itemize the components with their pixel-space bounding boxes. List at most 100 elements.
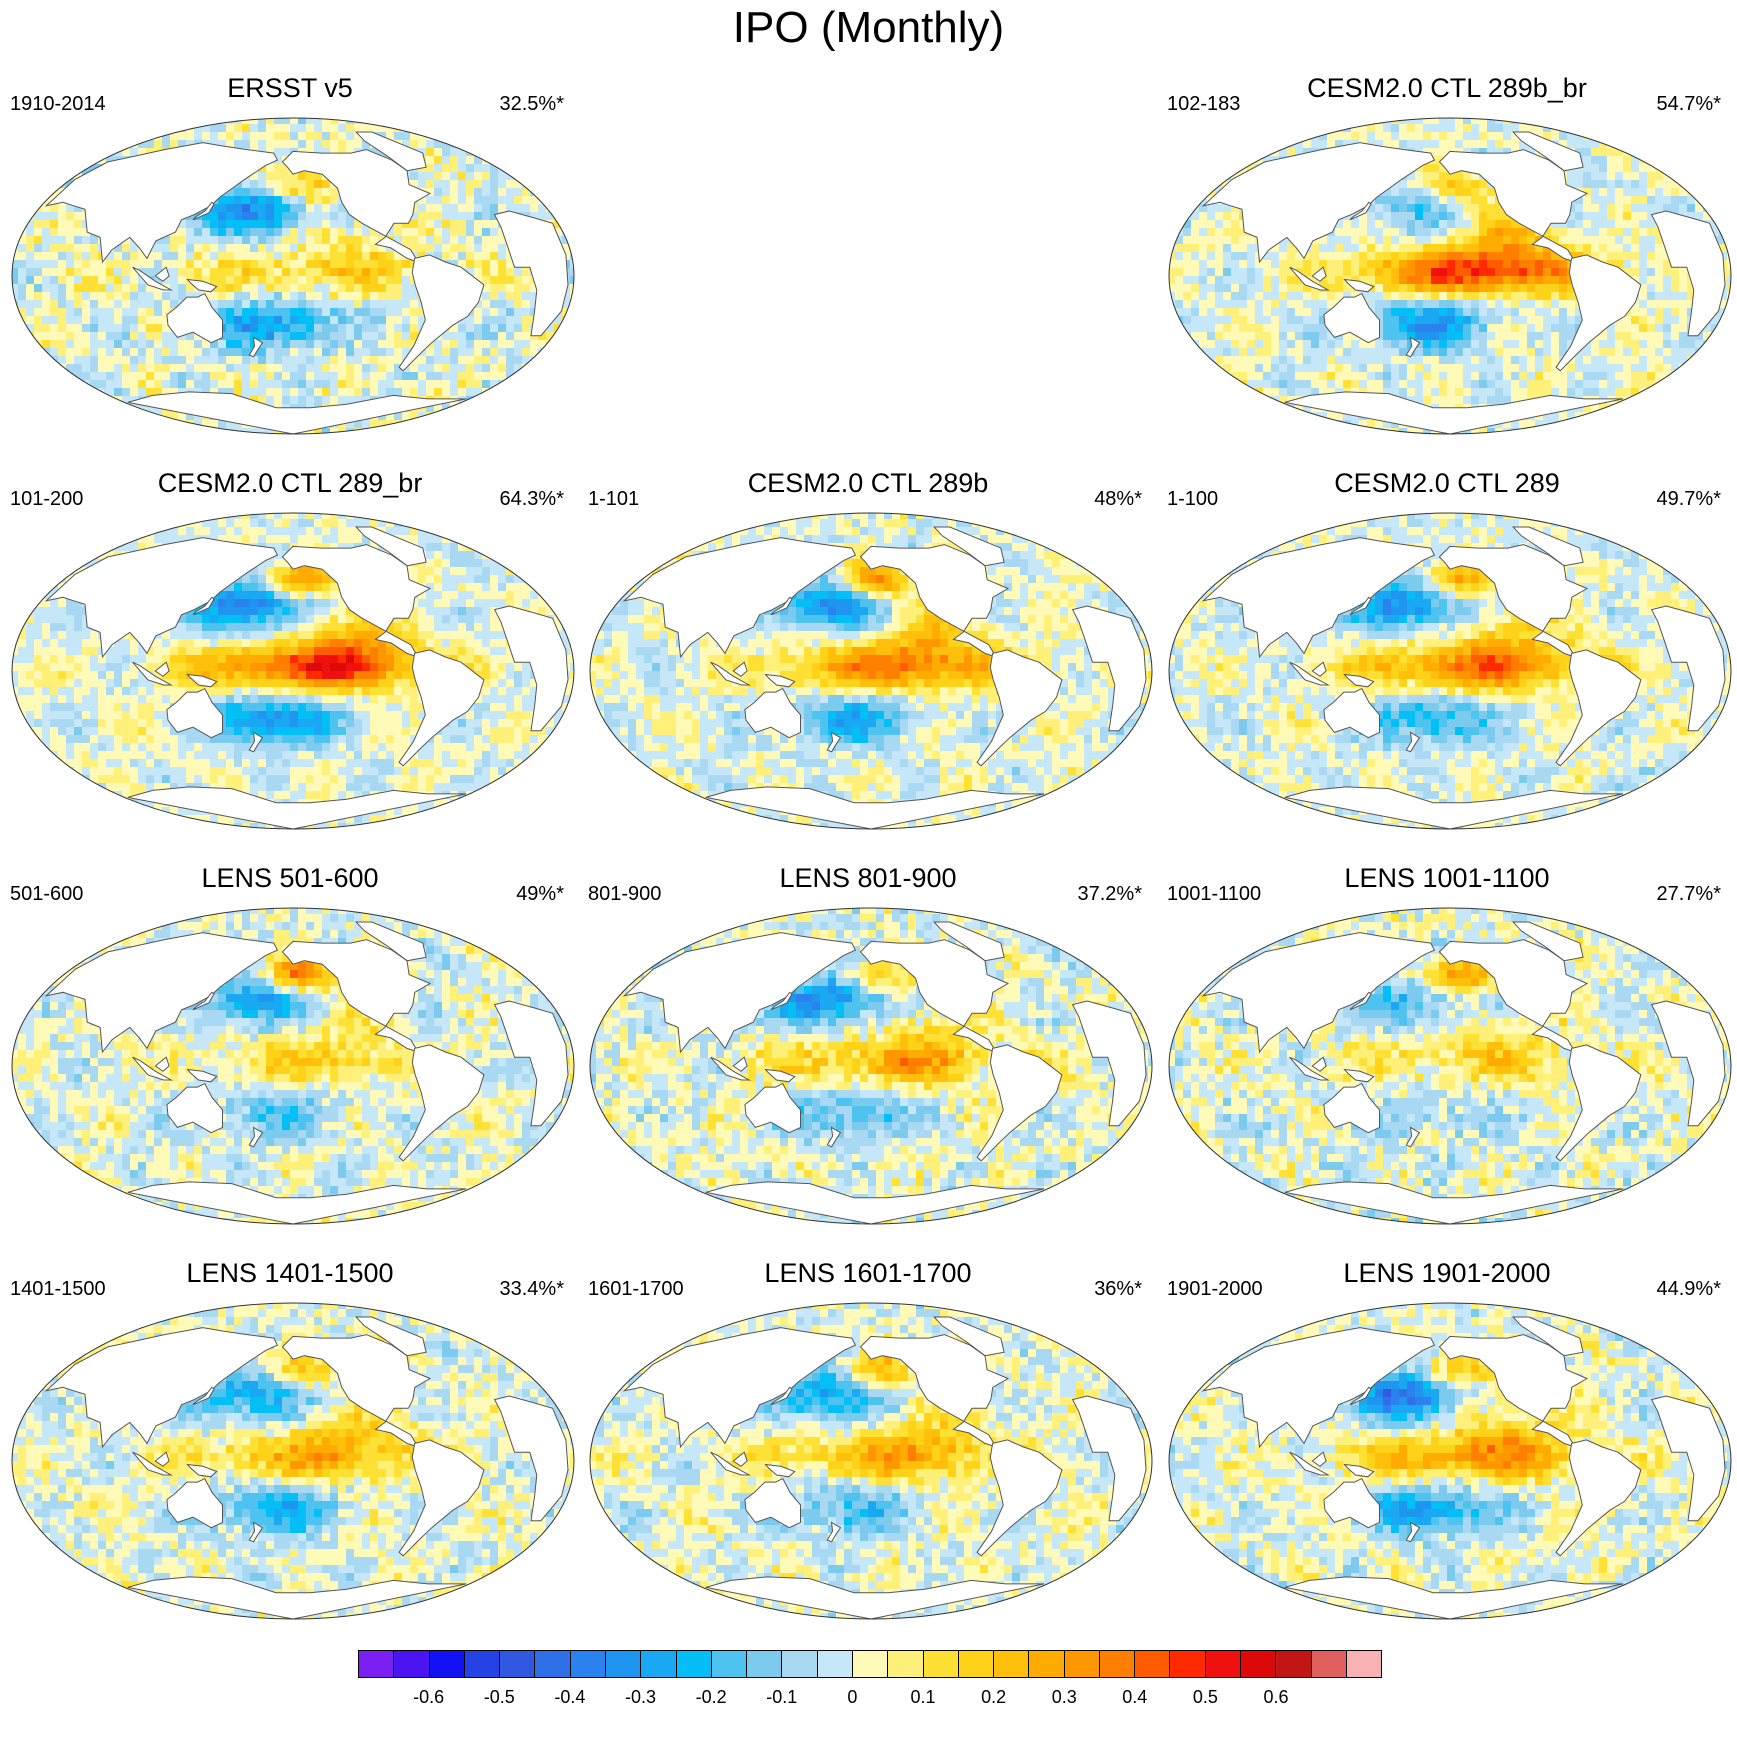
sst-cell xyxy=(1671,164,1680,173)
sst-cell xyxy=(1695,340,1704,349)
sst-cell xyxy=(354,324,363,333)
sst-cell xyxy=(338,132,347,141)
sst-cell xyxy=(1655,252,1664,261)
sst-cell xyxy=(1567,308,1576,317)
sst-cell xyxy=(306,284,315,293)
sst-cell xyxy=(162,260,171,269)
sst-cell xyxy=(218,132,227,141)
sst-cell xyxy=(170,372,179,381)
sst-cell xyxy=(146,348,155,357)
sst-cell xyxy=(82,324,91,333)
sst-cell xyxy=(1615,118,1624,125)
sst-cell xyxy=(1383,118,1392,125)
sst-cell xyxy=(330,268,339,277)
sst-cell xyxy=(42,380,51,389)
sst-cell xyxy=(474,252,483,261)
sst-cell xyxy=(258,324,267,333)
sst-cell xyxy=(1391,332,1400,341)
sst-cell xyxy=(314,212,323,221)
sst-cell xyxy=(274,252,283,261)
sst-cell xyxy=(482,404,491,413)
sst-cell xyxy=(1703,196,1712,205)
sst-cell xyxy=(162,140,171,149)
sst-cell xyxy=(370,348,379,357)
sst-cell xyxy=(1463,180,1472,189)
sst-cell xyxy=(1599,164,1608,173)
sst-cell xyxy=(1439,260,1448,269)
sst-cell xyxy=(482,372,491,381)
sst-cell xyxy=(1503,118,1512,125)
sst-cell xyxy=(1479,276,1488,285)
sst-cell xyxy=(1191,284,1200,293)
sst-cell xyxy=(1663,276,1672,285)
sst-cell xyxy=(1623,332,1632,341)
sst-cell xyxy=(1271,132,1280,141)
sst-cell xyxy=(1239,300,1248,309)
sst-cell xyxy=(1375,204,1384,213)
sst-cell xyxy=(1399,196,1408,205)
sst-cell xyxy=(1311,300,1320,309)
sst-cell xyxy=(338,140,347,149)
sst-cell xyxy=(466,212,475,221)
sst-cell xyxy=(522,300,531,309)
sst-cell xyxy=(482,340,491,349)
sst-cell xyxy=(274,300,283,309)
sst-cell xyxy=(530,148,539,157)
sst-cell xyxy=(338,292,347,301)
sst-cell xyxy=(370,124,379,133)
sst-cell xyxy=(338,300,347,309)
sst-cell xyxy=(82,124,91,133)
sst-cell xyxy=(554,428,563,434)
sst-cell xyxy=(1623,236,1632,245)
sst-cell xyxy=(1327,252,1336,261)
sst-cell xyxy=(1423,212,1432,221)
sst-cell xyxy=(26,284,35,293)
sst-cell xyxy=(1271,244,1280,253)
sst-cell xyxy=(146,292,155,301)
sst-cell xyxy=(1207,340,1216,349)
sst-cell xyxy=(562,380,571,389)
sst-cell xyxy=(1543,340,1552,349)
sst-cell xyxy=(546,428,555,434)
sst-cell xyxy=(18,228,27,237)
sst-cell xyxy=(1543,300,1552,309)
sst-cell xyxy=(1183,300,1192,309)
sst-cell xyxy=(66,300,75,309)
sst-cell xyxy=(1591,204,1600,213)
sst-cell xyxy=(530,204,539,213)
sst-cell xyxy=(1647,124,1656,133)
sst-cell xyxy=(1175,308,1184,317)
land-mask xyxy=(44,142,279,264)
sst-cell xyxy=(1399,332,1408,341)
sst-cell xyxy=(106,292,115,301)
sst-cell xyxy=(242,348,251,357)
sst-cell xyxy=(1447,212,1456,221)
sst-cell xyxy=(162,340,171,349)
sst-cell xyxy=(474,324,483,333)
sst-cell xyxy=(218,220,227,229)
sst-cell xyxy=(290,244,299,253)
sst-cell xyxy=(34,156,43,165)
sst-cell xyxy=(1375,124,1384,133)
sst-cell xyxy=(1679,292,1688,301)
sst-cell xyxy=(362,276,371,285)
sst-cell xyxy=(18,428,27,434)
sst-cell xyxy=(242,388,251,397)
sst-cell xyxy=(1511,332,1520,341)
sst-cell xyxy=(12,332,19,341)
sst-cell xyxy=(538,420,547,429)
sst-cell xyxy=(1687,212,1696,221)
sst-cell xyxy=(1311,118,1320,125)
sst-cell xyxy=(218,388,227,397)
sst-cell xyxy=(26,148,35,157)
sst-cell xyxy=(258,268,267,277)
sst-cell xyxy=(1639,172,1648,181)
sst-cell xyxy=(282,260,291,269)
sst-cell xyxy=(442,420,451,429)
sst-cell xyxy=(202,268,211,277)
sst-cell xyxy=(482,188,491,197)
sst-cell xyxy=(570,228,574,237)
sst-cell xyxy=(202,252,211,261)
sst-cell xyxy=(410,236,419,245)
sst-cell xyxy=(218,364,227,373)
